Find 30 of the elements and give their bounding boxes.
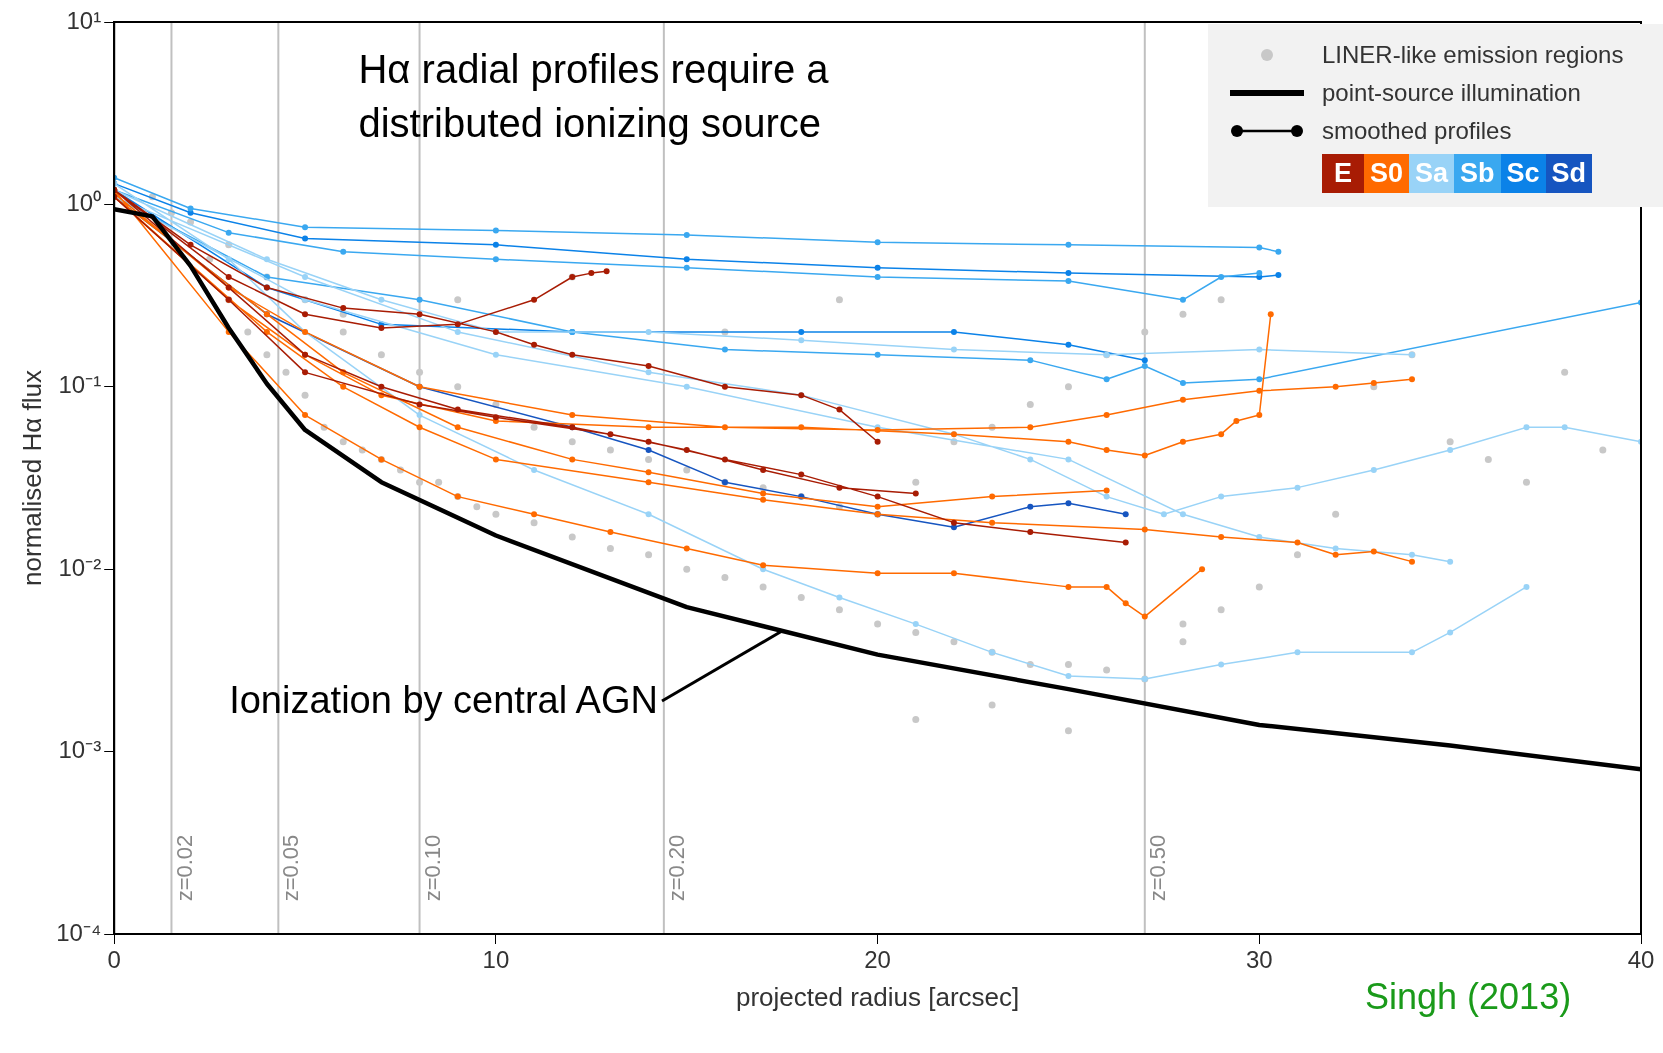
annotation: z=0.05 [278,834,304,902]
text: S0 [1370,158,1404,188]
x-axis-title: projected radius [arcsec] [735,981,1020,1012]
text: Sa [1415,158,1449,188]
x-tick-label: 30 [1245,946,1273,974]
text: E [1333,158,1352,188]
x-tick-label: 10 [482,946,510,974]
y-tick-label: 10⁻³ [58,736,102,764]
text: Sd [1551,158,1587,188]
text: Sc [1506,158,1540,188]
y-tick-label: 10⁰ [66,189,102,217]
y-tick-label: 10⁻² [58,553,102,581]
y-tick-label: 10⁻⁴ [56,918,102,946]
text: Hα radial profiles require a distributed ionizing source [358,46,830,147]
legend-title: smoothed profiles [1322,117,1512,145]
y-tick-label: 10¹ [66,6,102,34]
y-axis-title: normalised Hα flux [16,370,47,586]
annotation: Ionization by central AGN [229,679,658,723]
annotation: z=0.50 [1144,834,1170,902]
legend-label: point-source illumination [1322,79,1581,107]
y-tick-label: 10⁻¹ [58,371,102,399]
text: Sb [1460,158,1495,188]
x-tick-label: 20 [864,946,891,974]
annotation: z=0.10 [419,834,445,902]
x-tick-label: 0 [107,946,121,974]
legend-label: LINER-like emission regions [1322,41,1624,69]
annotation: z=0.20 [663,834,689,902]
text: Singh (2013) [1365,976,1572,1018]
x-tick-label: 40 [1627,946,1655,974]
annotation: z=0.02 [171,834,197,902]
